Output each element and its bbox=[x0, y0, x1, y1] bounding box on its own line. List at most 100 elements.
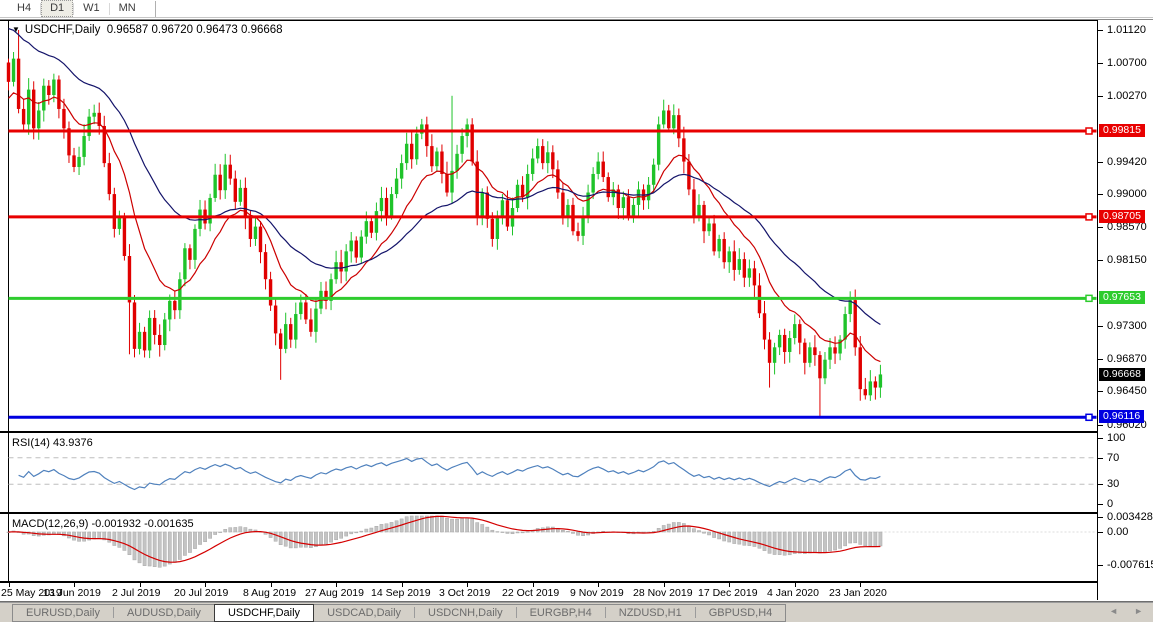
main-price-chart[interactable] bbox=[0, 21, 1097, 431]
bull-candle bbox=[253, 226, 258, 239]
bull-candle bbox=[596, 161, 600, 174]
macd-histogram-bar bbox=[762, 531, 767, 551]
date-label: 9 Nov 2019 bbox=[570, 587, 624, 599]
tab-eurgbp-h4[interactable]: EURGBP,H4 bbox=[529, 606, 592, 619]
bear-candle bbox=[6, 62, 11, 82]
price-axis-tickmark bbox=[1098, 391, 1103, 392]
tab-scroll-left-icon[interactable]: ◄ bbox=[1109, 606, 1119, 616]
bear-candle bbox=[520, 184, 525, 198]
bear-candle bbox=[722, 238, 726, 263]
tab-eurusd-daily[interactable]: EURUSD,Daily bbox=[26, 606, 100, 619]
macd-histogram-bar bbox=[87, 531, 91, 541]
macd-histogram-bar bbox=[500, 531, 505, 533]
macd-histogram-bar bbox=[213, 531, 217, 535]
rsi-axis-tickmark bbox=[1098, 458, 1103, 459]
date-label: 4 Jan 2020 bbox=[767, 587, 819, 599]
macd-histogram-bar bbox=[309, 531, 313, 548]
price-axis[interactable]: 1.01120 1.00700 1.00270 0.99420 0.99000 0.985… bbox=[1097, 20, 1153, 600]
macd-histogram-bar bbox=[430, 515, 434, 533]
macd-histogram-bar bbox=[334, 531, 338, 541]
bear-candle bbox=[798, 324, 802, 343]
bear-candle bbox=[430, 146, 434, 167]
macd-signal-line bbox=[8, 515, 881, 563]
toolbar-separator bbox=[108, 2, 110, 15]
tab-group: USDCAD,Daily USDCNH,Daily EURGBP,H4 NZDUSD,… bbox=[313, 603, 787, 622]
tab-separator bbox=[414, 607, 416, 618]
tab-audusd-daily[interactable]: AUDUSD,Daily bbox=[126, 606, 201, 619]
macd-histogram-bar bbox=[298, 531, 303, 548]
macd-histogram-bar bbox=[571, 531, 575, 534]
bear-candle bbox=[626, 197, 631, 216]
date-label: 25 May 2019 bbox=[1, 587, 62, 599]
tab-gbpusd-h4[interactable]: GBPUSD,H4 bbox=[708, 606, 773, 619]
bull-candle bbox=[334, 262, 338, 280]
bull-candle bbox=[329, 279, 333, 301]
macd-histogram-bar bbox=[777, 531, 782, 555]
date-tickmark bbox=[140, 583, 141, 587]
bull-candle bbox=[546, 152, 550, 164]
current-price-badge: 0.96668 bbox=[1099, 368, 1145, 381]
bull-candle bbox=[777, 334, 782, 348]
date-axis[interactable]: 25 May 2019 13 Jun 2019 2 Jul 2019 20 Jul 2… bbox=[0, 583, 1097, 601]
macd-histogram-bar bbox=[661, 525, 666, 533]
macd-histogram-bar bbox=[218, 531, 223, 533]
timeframe-button-h4[interactable]: H4 bbox=[17, 2, 32, 14]
macd-axis-label: 0.003428 bbox=[1107, 511, 1153, 523]
macd-histogram-bar bbox=[157, 531, 162, 568]
bull-candle bbox=[727, 251, 731, 263]
macd-indicator-panel[interactable] bbox=[0, 514, 1097, 581]
chart-title: ▼ USDCHF,Daily 0.96587 0.96720 0.96473 0.… bbox=[12, 24, 283, 36]
tab-nzdusd-h1[interactable]: NZDUSD,H1 bbox=[618, 606, 682, 619]
bull-candle bbox=[808, 347, 812, 363]
bear-candle bbox=[732, 251, 736, 270]
timeframe-button-mn[interactable]: MN bbox=[118, 2, 136, 14]
macd-histogram-bar bbox=[828, 531, 832, 552]
bull-candle bbox=[697, 204, 701, 216]
macd-histogram-bar bbox=[505, 531, 510, 534]
macd-histogram-bar bbox=[772, 531, 777, 555]
rsi-indicator-panel[interactable] bbox=[0, 433, 1097, 512]
bull-candle bbox=[455, 153, 459, 171]
timeframe-button-d1[interactable]: D1 bbox=[41, 0, 74, 17]
macd-histogram-bar bbox=[198, 531, 202, 545]
bear-candle bbox=[601, 161, 605, 178]
tab-scroll-right-icon[interactable]: ► bbox=[1134, 606, 1143, 616]
bull-candle bbox=[52, 79, 56, 96]
bear-candle bbox=[682, 138, 686, 162]
date-tickmark bbox=[795, 583, 796, 587]
bear-candle bbox=[32, 89, 36, 129]
tab-usdchf-daily[interactable]: USDCHF,Daily bbox=[213, 603, 315, 622]
date-tickmark bbox=[271, 583, 272, 587]
bull-candle bbox=[843, 314, 847, 340]
macd-histogram-bar bbox=[117, 531, 122, 548]
bull-candle bbox=[389, 194, 394, 216]
macd-histogram-bar bbox=[843, 531, 847, 547]
price-axis-label: 0.98150 bbox=[1107, 254, 1147, 266]
macd-histogram-bar bbox=[354, 531, 359, 534]
bear-candle bbox=[158, 334, 162, 346]
rsi-macd-splitter[interactable] bbox=[0, 512, 1153, 514]
main-rsi-splitter[interactable] bbox=[0, 431, 1153, 433]
bull-candle bbox=[359, 236, 363, 258]
date-tickmark bbox=[598, 583, 599, 587]
macd-histogram-bar bbox=[46, 531, 51, 536]
macd-histogram-bar bbox=[460, 518, 464, 533]
symbol-dropdown-icon[interactable]: ▼ bbox=[12, 25, 20, 34]
timeframe-button-w1[interactable]: W1 bbox=[83, 2, 100, 14]
macd-histogram-bar bbox=[293, 531, 298, 549]
bear-candle bbox=[576, 231, 580, 236]
toolbar-separator bbox=[40, 2, 42, 15]
macd-histogram-bar bbox=[329, 531, 333, 543]
bull-candle bbox=[168, 300, 172, 320]
bear-candle bbox=[606, 177, 610, 198]
tab-usdcad-daily[interactable]: USDCAD,Daily bbox=[327, 606, 402, 619]
bear-candle bbox=[102, 125, 106, 164]
bear-candle bbox=[470, 124, 474, 162]
bear-candle bbox=[142, 331, 147, 351]
tab-usdcnh-daily[interactable]: USDCNH,Daily bbox=[428, 606, 503, 619]
macd-histogram-bar bbox=[243, 527, 248, 533]
macd-histogram-bar bbox=[692, 528, 696, 533]
price-axis-label: 1.00270 bbox=[1107, 90, 1147, 102]
bear-candle bbox=[505, 200, 510, 227]
